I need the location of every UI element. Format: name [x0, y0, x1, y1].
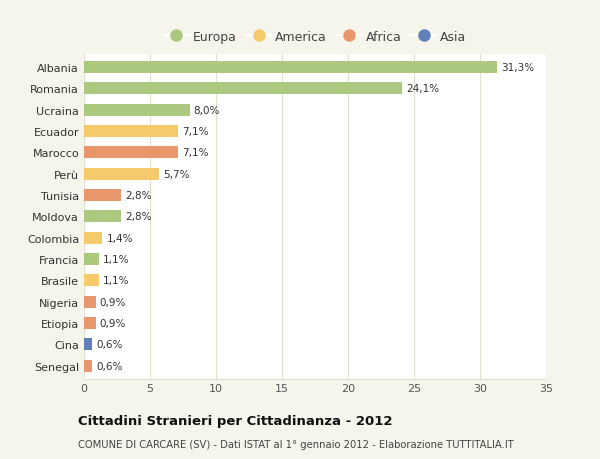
- Text: 0,6%: 0,6%: [96, 361, 122, 371]
- Text: 1,1%: 1,1%: [103, 276, 129, 286]
- Bar: [84, 190, 121, 202]
- Text: 31,3%: 31,3%: [501, 63, 534, 73]
- Text: 8,0%: 8,0%: [194, 106, 220, 115]
- Text: 1,4%: 1,4%: [106, 233, 133, 243]
- Text: Cittadini Stranieri per Cittadinanza - 2012: Cittadini Stranieri per Cittadinanza - 2…: [78, 414, 392, 428]
- Bar: [84, 211, 121, 223]
- Text: 0,9%: 0,9%: [100, 297, 126, 307]
- Text: 2,8%: 2,8%: [125, 212, 151, 222]
- Legend: Europa, America, Africa, Asia: Europa, America, Africa, Asia: [158, 26, 472, 49]
- Bar: [84, 62, 497, 74]
- Bar: [84, 83, 402, 95]
- Bar: [84, 232, 103, 244]
- Bar: [84, 339, 92, 351]
- Text: 5,7%: 5,7%: [163, 169, 190, 179]
- Bar: [84, 105, 190, 116]
- Bar: [84, 275, 98, 286]
- Bar: [84, 318, 96, 329]
- Text: 7,1%: 7,1%: [182, 148, 208, 158]
- Bar: [84, 126, 178, 138]
- Text: 7,1%: 7,1%: [182, 127, 208, 137]
- Text: 0,9%: 0,9%: [100, 319, 126, 328]
- Text: 24,1%: 24,1%: [406, 84, 439, 94]
- Bar: [84, 147, 178, 159]
- Text: 0,6%: 0,6%: [96, 340, 122, 350]
- Bar: [84, 360, 92, 372]
- Text: 2,8%: 2,8%: [125, 190, 151, 201]
- Bar: [84, 168, 159, 180]
- Bar: [84, 254, 98, 265]
- Text: 1,1%: 1,1%: [103, 254, 129, 264]
- Text: COMUNE DI CARCARE (SV) - Dati ISTAT al 1° gennaio 2012 - Elaborazione TUTTITALIA: COMUNE DI CARCARE (SV) - Dati ISTAT al 1…: [78, 440, 514, 449]
- Bar: [84, 296, 96, 308]
